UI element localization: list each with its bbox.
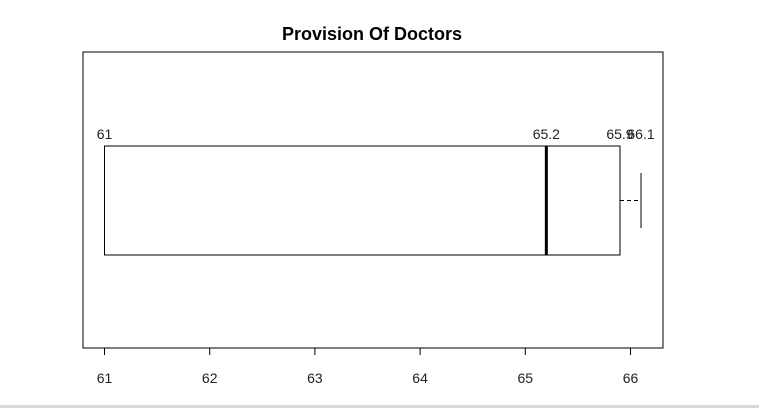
x-tick-label: 64 — [412, 370, 428, 386]
x-tick-label: 66 — [623, 370, 639, 386]
value-labels: 61 65.2 65.966.1 — [97, 126, 655, 142]
iqr-box — [104, 145, 621, 256]
x-tick-label: 62 — [202, 370, 218, 386]
x-tick-label: 65 — [518, 370, 534, 386]
x-tick-label: 63 — [307, 370, 323, 386]
bottom-divider — [0, 405, 759, 408]
value-label: 65.9 — [606, 126, 633, 142]
box-group — [104, 145, 642, 256]
plot-frame — [82, 51, 664, 349]
value-label: 61 — [97, 126, 113, 142]
x-tick-label: 61 — [97, 370, 113, 386]
value-label: 65.2 — [533, 126, 560, 142]
value-label: 66.1 — [627, 126, 654, 142]
x-axis: 61 62 63 64 65 66 — [97, 347, 639, 386]
chart-title: Provision Of Doctors — [282, 24, 462, 44]
